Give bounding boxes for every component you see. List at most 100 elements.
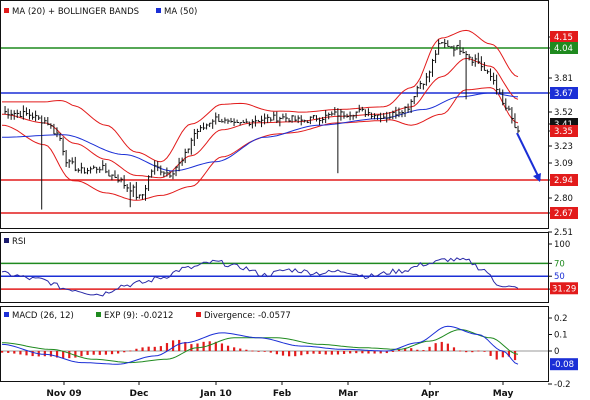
macd-histogram-bar	[324, 351, 327, 355]
macd-histogram	[1, 339, 517, 361]
macd-histogram-bar	[25, 351, 28, 356]
x-axis-label: Apr	[421, 389, 439, 399]
macd-histogram-bar	[452, 347, 456, 351]
macd-histogram-bar	[281, 351, 285, 356]
bollinger-upper-line	[2, 29, 519, 163]
series-layers	[1, 29, 520, 365]
macd-tick-label: 0	[554, 347, 559, 357]
rsi-legend-label: RSI	[12, 237, 26, 247]
x-axis-label: Jan 10	[199, 389, 232, 399]
macd-histogram-bar	[62, 351, 65, 359]
macd-histogram-bar	[68, 351, 71, 359]
macd-tick-label: 0.2	[554, 314, 568, 324]
macd-histogram-bar	[86, 351, 89, 355]
price-tick-label: 3.09	[554, 159, 573, 169]
price-tick-label: 3.81	[554, 74, 573, 84]
macd-histogram-bar	[7, 351, 10, 353]
rsi-tick-label: 100	[554, 240, 570, 250]
x-axis-label: Nov 09	[46, 389, 81, 399]
price-tag-label: 2.94	[554, 176, 573, 186]
macd-histogram-bar	[153, 346, 156, 351]
macd-histogram-bar	[19, 351, 22, 355]
macd-histogram-bar	[397, 349, 401, 351]
rsi-panel-frame	[0, 232, 549, 303]
macd-histogram-bar	[294, 351, 297, 357]
macd-histogram-bar	[410, 348, 413, 351]
x-axis-label: Feb	[273, 389, 292, 399]
macd-histogram-bar	[263, 351, 266, 352]
macd-legend-label: EXP (9): -0.0212	[104, 311, 173, 321]
macd-histogram-bar	[245, 349, 248, 351]
macd-histogram-bar	[171, 340, 175, 351]
macd-histogram-bar	[220, 343, 224, 351]
macd-histogram-bar	[446, 343, 449, 351]
price-tick-label: 2.80	[554, 194, 573, 204]
macd-histogram-bar	[257, 351, 260, 352]
macd-histogram-bar	[336, 351, 340, 355]
macd-legend-label: Divergence: -0.0577	[204, 311, 291, 321]
macd-histogram-bar	[477, 350, 480, 352]
text-layers: MA (20) + BOLLINGER BANDS MA (50) 4.154.04…	[4, 7, 578, 399]
macd-panel-frame	[0, 306, 549, 382]
macd-histogram-bar	[379, 351, 382, 354]
rsi-line	[1, 257, 519, 297]
price-tag-label: 2.67	[554, 209, 573, 219]
legend-swatch	[156, 8, 161, 13]
macd-histogram-bar	[1, 351, 4, 353]
macd-histogram-bar	[92, 351, 95, 355]
macd-histogram-bar	[367, 351, 370, 354]
macd-histogram-bar	[80, 351, 83, 357]
macd-histogram-bar	[330, 351, 333, 355]
macd-histogram-bar	[226, 345, 230, 351]
macd-histogram-bar	[416, 349, 419, 351]
price-tag	[550, 174, 578, 186]
price-tag	[550, 42, 578, 54]
macd-histogram-bar	[74, 351, 77, 358]
legend-swatch	[4, 312, 9, 317]
macd-histogram-bar	[300, 351, 303, 356]
macd-histogram-bar	[440, 341, 443, 351]
rsi-tag	[550, 282, 578, 295]
projection-arrow	[516, 132, 541, 181]
macd-histogram-bar	[135, 348, 138, 351]
macd-histogram-bar	[202, 341, 205, 351]
macd-histogram-bar	[458, 350, 462, 352]
macd-histogram-bar	[233, 347, 236, 351]
macd-histogram-bar	[422, 350, 425, 351]
macd-histogram-bar	[483, 351, 486, 352]
x-axis-label: May	[493, 389, 514, 399]
macd-histogram-bar	[391, 351, 395, 352]
macd-legend-label: MACD (26, 12)	[12, 311, 74, 321]
macd-histogram-bar	[98, 351, 101, 355]
macd-histogram-bar	[471, 351, 474, 353]
rsi-tick-label: 50	[554, 272, 565, 282]
macd-tick-label: 0.1	[554, 331, 568, 341]
x-axis-label: Mar	[338, 389, 358, 399]
macd-histogram-bar	[49, 351, 53, 357]
macd-histogram-bar	[465, 351, 468, 353]
macd-histogram-bar	[55, 351, 59, 358]
macd-histogram-bar	[239, 348, 242, 351]
macd-histogram-bar	[306, 351, 309, 355]
rsi-tick-label: 70	[554, 259, 565, 269]
legend-swatch	[196, 312, 201, 317]
macd-histogram-bar	[13, 351, 16, 354]
macd-histogram-bar	[104, 351, 108, 355]
macd-histogram-bar	[513, 351, 517, 361]
macd-histogram-bar	[117, 351, 120, 354]
price-tag	[550, 125, 578, 137]
macd-histogram-bar	[110, 351, 114, 355]
price-tick-label: 3.23	[554, 142, 573, 152]
macd-histogram-bar	[361, 351, 364, 354]
macd-histogram-bar	[385, 351, 388, 354]
macd-line	[1, 325, 519, 365]
price-tag	[550, 31, 578, 43]
macd-tick-label: -0.2	[554, 380, 571, 390]
panel-frames	[0, 0, 549, 382]
macd-histogram-bar	[342, 351, 346, 354]
macd-histogram-bar	[501, 351, 504, 358]
macd-histogram-bar	[43, 351, 46, 357]
macd-histogram-bar	[129, 350, 132, 352]
macd-histogram-bar	[159, 346, 162, 351]
